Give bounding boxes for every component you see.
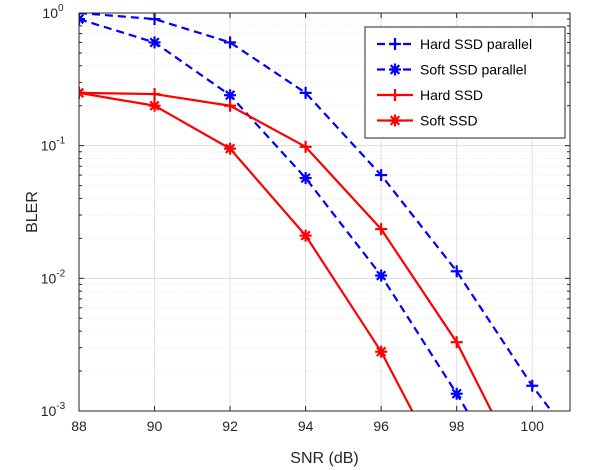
x-tick-label: 94 <box>298 418 314 434</box>
data-point <box>299 86 312 99</box>
data-point <box>148 36 161 49</box>
data-point <box>299 140 312 153</box>
legend-marker <box>389 63 401 76</box>
series-line <box>79 13 553 411</box>
series-layer <box>79 13 553 411</box>
x-tick-label: 90 <box>147 418 163 434</box>
y-tick-label: 100 <box>42 3 64 21</box>
ticks: 88 90 92 94 96 98 100 100 10-1 10-2 10-3 <box>41 3 570 434</box>
x-tick-label: 92 <box>222 418 238 434</box>
data-point <box>148 88 161 101</box>
legend-label: Hard SSD <box>420 87 483 103</box>
data-point <box>526 379 539 392</box>
legend: Hard SSD parallel Soft SSD parallel Hard S… <box>364 26 566 139</box>
series-hard-ssd <box>79 86 493 411</box>
legend-label: Hard SSD parallel <box>420 36 532 52</box>
data-point <box>450 265 463 278</box>
y-tick-label: 10-2 <box>41 268 66 286</box>
legend-label: Soft SSD <box>420 113 478 129</box>
legend-item: Hard SSD parallel <box>377 36 532 52</box>
data-point <box>148 99 161 112</box>
x-tick-label: 88 <box>71 418 87 434</box>
y-axis-title: BLER <box>24 191 41 233</box>
data-point <box>224 36 237 49</box>
grid <box>78 12 570 412</box>
y-tick-label: 10-3 <box>41 401 66 419</box>
data-point <box>224 142 237 155</box>
data-point <box>450 336 463 349</box>
legend-marker <box>389 89 401 101</box>
series-soft-ssd <box>79 86 414 411</box>
legend-item: Soft SSD <box>377 113 478 129</box>
data-point <box>224 99 237 112</box>
legend-marker <box>389 38 401 50</box>
x-tick-label: 100 <box>521 418 545 434</box>
data-point <box>79 86 85 99</box>
data-point <box>299 229 312 242</box>
legend-item: Soft SSD parallel <box>377 62 527 78</box>
y-tick-label: 10-1 <box>41 136 66 154</box>
series-hard-ssd-parallel <box>79 13 553 411</box>
data-point <box>299 172 312 185</box>
data-point <box>224 89 237 102</box>
series-soft-ssd-parallel <box>79 13 469 411</box>
legend-item: Hard SSD <box>377 87 483 103</box>
data-point <box>79 13 85 26</box>
x-tick-label: 98 <box>449 418 465 434</box>
x-tick-label: 96 <box>373 418 389 434</box>
plot-frame <box>78 12 571 412</box>
x-axis-title: SNR (dB) <box>290 450 358 467</box>
data-point <box>375 223 388 236</box>
data-point <box>375 269 388 282</box>
data-point <box>375 169 388 182</box>
legend-label: Soft SSD parallel <box>420 62 527 78</box>
legend-marker <box>389 114 401 127</box>
data-point <box>375 345 388 358</box>
data-point <box>450 387 463 400</box>
series-line <box>79 91 414 411</box>
